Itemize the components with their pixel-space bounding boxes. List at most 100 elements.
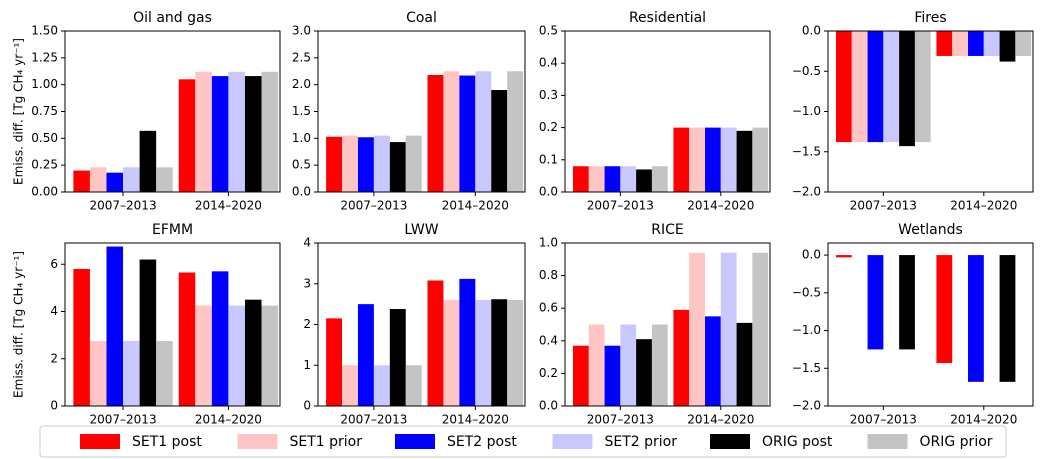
bar	[636, 169, 652, 192]
y-tick-label: 0.2	[539, 120, 558, 134]
y-tick-label: 0.3	[539, 88, 558, 102]
y-tick-label: 2	[50, 351, 58, 365]
bar	[73, 268, 90, 406]
x-tick-label: 2007–2013	[90, 413, 157, 427]
bar	[572, 345, 589, 406]
bar	[572, 166, 589, 192]
panel-title: Coal	[406, 10, 437, 26]
x-tick-label: 2007–2013	[587, 199, 654, 213]
y-tick-label: 1	[303, 358, 311, 372]
bar	[620, 166, 637, 192]
bar	[1015, 31, 1032, 56]
legend-swatch	[395, 434, 435, 449]
x-tick-label: 2014–2020	[950, 199, 1017, 213]
y-tick-label: 0.0	[292, 185, 311, 199]
x-tick-label: 2014–2020	[442, 413, 509, 427]
bar	[914, 31, 931, 143]
x-tick-label: 2014–2020	[195, 413, 262, 427]
y-tick-label: 0.00	[31, 185, 58, 199]
x-tick-label: 2014–2020	[950, 413, 1017, 427]
bar	[261, 71, 279, 192]
bar	[620, 324, 637, 406]
legend-label: SET1 prior	[290, 434, 363, 450]
bar	[952, 31, 969, 56]
bar	[999, 31, 1016, 62]
panel-title: Oil and gas	[133, 10, 212, 26]
panel-title: Wetlands	[898, 222, 963, 238]
legend-swatch	[552, 434, 593, 449]
bar	[752, 127, 769, 192]
bar	[899, 31, 915, 147]
y-tick-label: 3.0	[292, 24, 311, 38]
bar	[123, 341, 140, 406]
y-tick-label: 0.2	[539, 366, 558, 380]
bar	[491, 90, 508, 192]
bar	[326, 318, 343, 406]
bar	[357, 137, 374, 192]
bar	[983, 31, 1000, 56]
legend-label: SET2 post	[447, 434, 517, 450]
bar	[139, 259, 157, 406]
y-tick-label: 3	[303, 276, 311, 290]
bar	[373, 365, 390, 406]
x-tick-label: 2014–2020	[442, 199, 509, 213]
bar	[228, 71, 245, 192]
y-tick-label: −1.5	[792, 361, 821, 375]
bar	[178, 272, 196, 406]
bar	[968, 255, 984, 382]
bar	[357, 304, 374, 406]
y-tick-label: 2.0	[292, 77, 311, 91]
y-tick-label: 0.5	[292, 158, 311, 172]
bar	[720, 252, 737, 406]
y-tick-label: −1.0	[792, 104, 821, 118]
y-tick-label: 0.25	[31, 158, 58, 172]
y-tick-label: 1.5	[292, 104, 311, 118]
y-tick-label: 1.50	[31, 24, 58, 38]
bar	[156, 341, 173, 406]
bar	[405, 135, 422, 192]
y-tick-label: 4	[50, 304, 58, 318]
bar	[588, 324, 605, 406]
y-tick-label: 0.1	[539, 152, 558, 166]
plot-frame	[564, 30, 771, 193]
y-tick-label: 4	[303, 236, 311, 250]
x-tick-label: 2014–2020	[195, 199, 262, 213]
bar	[261, 305, 279, 406]
y-axis-label: Emiss. diff. [Tg CH₄ yr⁻¹]	[12, 38, 26, 185]
y-tick-label: 2	[303, 317, 311, 331]
bar	[405, 365, 422, 406]
bar	[867, 255, 884, 350]
bar	[936, 255, 953, 363]
bar	[883, 31, 900, 143]
y-tick-label: 0	[50, 399, 58, 413]
bar	[835, 255, 852, 258]
bar	[636, 339, 652, 406]
bar	[689, 252, 706, 406]
bar	[244, 299, 262, 406]
y-tick-label: −1.5	[792, 144, 821, 158]
bar	[475, 71, 492, 192]
x-tick-label: 2007–2013	[587, 413, 654, 427]
legend-swatch	[80, 434, 120, 449]
legend-box	[39, 425, 1007, 458]
y-tick-label: 0.0	[802, 24, 821, 38]
y-tick-label: −1.0	[792, 323, 821, 337]
y-tick-label: −0.5	[792, 285, 821, 299]
legend-label: ORIG post	[762, 434, 833, 450]
bar	[211, 76, 229, 192]
panel-title: Fires	[914, 10, 946, 26]
y-tick-label: 0.4	[539, 333, 558, 347]
bar	[673, 309, 690, 406]
bar	[156, 167, 173, 192]
y-tick-label: −2.0	[792, 185, 821, 199]
bar	[342, 135, 358, 192]
bar	[835, 31, 852, 143]
bar	[443, 300, 460, 406]
bar	[604, 345, 621, 406]
plot-frame	[64, 30, 281, 193]
bar	[867, 31, 884, 143]
y-tick-label: 0.0	[802, 248, 821, 262]
y-tick-label: 6	[50, 257, 58, 271]
bar	[459, 75, 476, 192]
bar	[475, 300, 492, 406]
